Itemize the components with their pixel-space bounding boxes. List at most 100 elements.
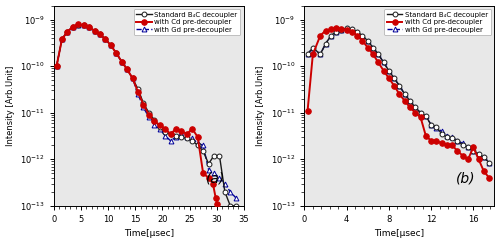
with Gd pre-decoupler bbox=[333, 30, 339, 33]
with Gd pre-decoupler bbox=[228, 190, 234, 193]
Standard B₄C decoupler bbox=[114, 52, 119, 55]
Standard B₄C decoupler bbox=[376, 53, 382, 56]
with Cd pre-decoupler bbox=[423, 134, 429, 137]
with Gd pre-decoupler bbox=[481, 156, 487, 159]
with Cd pre-decoupler bbox=[173, 127, 179, 130]
with Gd pre-decoupler bbox=[476, 152, 482, 155]
Line: Standard B₄C decoupler: Standard B₄C decoupler bbox=[305, 26, 492, 165]
Text: (a): (a) bbox=[206, 172, 225, 186]
with Cd pre-decoupler bbox=[460, 154, 466, 157]
with Cd pre-decoupler bbox=[476, 158, 482, 161]
with Gd pre-decoupler bbox=[54, 65, 60, 68]
with Cd pre-decoupler bbox=[212, 196, 218, 199]
with Cd pre-decoupler bbox=[402, 99, 407, 102]
Text: En=500meV: En=500meV bbox=[432, 11, 488, 20]
Standard B₄C decoupler bbox=[412, 106, 418, 109]
Standard B₄C decoupler bbox=[168, 132, 173, 135]
Line: with Cd pre-decoupler: with Cd pre-decoupler bbox=[305, 26, 492, 181]
Standard B₄C decoupler bbox=[70, 25, 76, 28]
with Cd pre-decoupler bbox=[407, 106, 413, 109]
with Gd pre-decoupler bbox=[354, 30, 360, 33]
X-axis label: Time[μsec]: Time[μsec] bbox=[124, 229, 174, 238]
with Gd pre-decoupler bbox=[328, 34, 334, 37]
with Cd pre-decoupler bbox=[70, 25, 76, 28]
with Cd pre-decoupler bbox=[449, 144, 455, 147]
Standard B₄C decoupler bbox=[460, 144, 466, 147]
with Gd pre-decoupler bbox=[370, 46, 376, 49]
Standard B₄C decoupler bbox=[232, 204, 238, 207]
Line: Standard B₄C decoupler: Standard B₄C decoupler bbox=[54, 22, 238, 208]
Standard B₄C decoupler bbox=[146, 111, 152, 114]
with Gd pre-decoupler bbox=[402, 93, 407, 96]
with Cd pre-decoupler bbox=[304, 109, 310, 112]
with Cd pre-decoupler bbox=[92, 29, 98, 32]
with Gd pre-decoupler bbox=[470, 150, 476, 152]
with Cd pre-decoupler bbox=[481, 170, 487, 173]
Standard B₄C decoupler bbox=[76, 23, 82, 26]
with Gd pre-decoupler bbox=[391, 77, 397, 80]
Standard B₄C decoupler bbox=[354, 30, 360, 33]
with Gd pre-decoupler bbox=[124, 68, 130, 71]
with Gd pre-decoupler bbox=[200, 144, 206, 147]
X-axis label: Time[μsec]: Time[μsec] bbox=[374, 229, 424, 238]
with Cd pre-decoupler bbox=[349, 30, 355, 33]
with Gd pre-decoupler bbox=[152, 123, 158, 126]
with Cd pre-decoupler bbox=[438, 142, 444, 145]
Standard B₄C decoupler bbox=[124, 68, 130, 71]
Standard B₄C decoupler bbox=[338, 29, 344, 31]
with Gd pre-decoupler bbox=[434, 126, 440, 129]
with Gd pre-decoupler bbox=[97, 33, 103, 36]
with Gd pre-decoupler bbox=[168, 139, 173, 142]
with Gd pre-decoupler bbox=[216, 176, 222, 179]
Standard B₄C decoupler bbox=[370, 46, 376, 49]
with Gd pre-decoupler bbox=[365, 39, 371, 42]
with Gd pre-decoupler bbox=[360, 34, 366, 37]
with Cd pre-decoupler bbox=[86, 26, 92, 29]
Standard B₄C decoupler bbox=[322, 42, 328, 45]
Standard B₄C decoupler bbox=[118, 60, 124, 63]
with Gd pre-decoupler bbox=[64, 30, 70, 33]
Standard B₄C decoupler bbox=[434, 125, 440, 128]
with Gd pre-decoupler bbox=[173, 136, 179, 139]
Standard B₄C decoupler bbox=[173, 134, 179, 137]
with Cd pre-decoupler bbox=[178, 130, 184, 133]
with Cd pre-decoupler bbox=[102, 38, 108, 41]
Standard B₄C decoupler bbox=[80, 24, 86, 27]
Standard B₄C decoupler bbox=[454, 139, 460, 142]
Standard B₄C decoupler bbox=[428, 123, 434, 126]
with Cd pre-decoupler bbox=[118, 60, 124, 63]
Standard B₄C decoupler bbox=[86, 26, 92, 29]
Standard B₄C decoupler bbox=[365, 39, 371, 42]
Standard B₄C decoupler bbox=[380, 61, 386, 64]
with Gd pre-decoupler bbox=[222, 182, 228, 185]
Legend: Standard B₄C decoupler, with Cd pre-decoupler, with Gd pre-decoupler: Standard B₄C decoupler, with Cd pre-deco… bbox=[384, 9, 491, 35]
with Cd pre-decoupler bbox=[108, 44, 114, 47]
Standard B₄C decoupler bbox=[486, 161, 492, 164]
with Gd pre-decoupler bbox=[454, 139, 460, 142]
Y-axis label: Intensity [Arb.Unit]: Intensity [Arb.Unit] bbox=[6, 66, 15, 146]
with Gd pre-decoupler bbox=[102, 38, 108, 41]
Legend: Standard B₄C decoupler, with Cd pre-decoupler, with Gd pre-decoupler: Standard B₄C decoupler, with Cd pre-deco… bbox=[134, 9, 240, 35]
with Cd pre-decoupler bbox=[310, 53, 316, 56]
with Gd pre-decoupler bbox=[396, 84, 402, 87]
Standard B₄C decoupler bbox=[465, 146, 471, 149]
with Gd pre-decoupler bbox=[194, 142, 200, 145]
with Cd pre-decoupler bbox=[344, 29, 349, 31]
Standard B₄C decoupler bbox=[178, 136, 184, 139]
with Gd pre-decoupler bbox=[465, 146, 471, 149]
Standard B₄C decoupler bbox=[140, 102, 146, 105]
Standard B₄C decoupler bbox=[92, 29, 98, 32]
with Cd pre-decoupler bbox=[97, 33, 103, 36]
with Gd pre-decoupler bbox=[206, 168, 212, 171]
with Cd pre-decoupler bbox=[156, 123, 162, 126]
with Cd pre-decoupler bbox=[365, 46, 371, 49]
with Cd pre-decoupler bbox=[64, 30, 70, 33]
Standard B₄C decoupler bbox=[481, 156, 487, 159]
with Gd pre-decoupler bbox=[190, 137, 196, 140]
Standard B₄C decoupler bbox=[470, 150, 476, 152]
with Cd pre-decoupler bbox=[140, 103, 146, 106]
with Gd pre-decoupler bbox=[59, 38, 65, 41]
Standard B₄C decoupler bbox=[444, 136, 450, 139]
Standard B₄C decoupler bbox=[333, 30, 339, 33]
with Cd pre-decoupler bbox=[418, 116, 424, 119]
